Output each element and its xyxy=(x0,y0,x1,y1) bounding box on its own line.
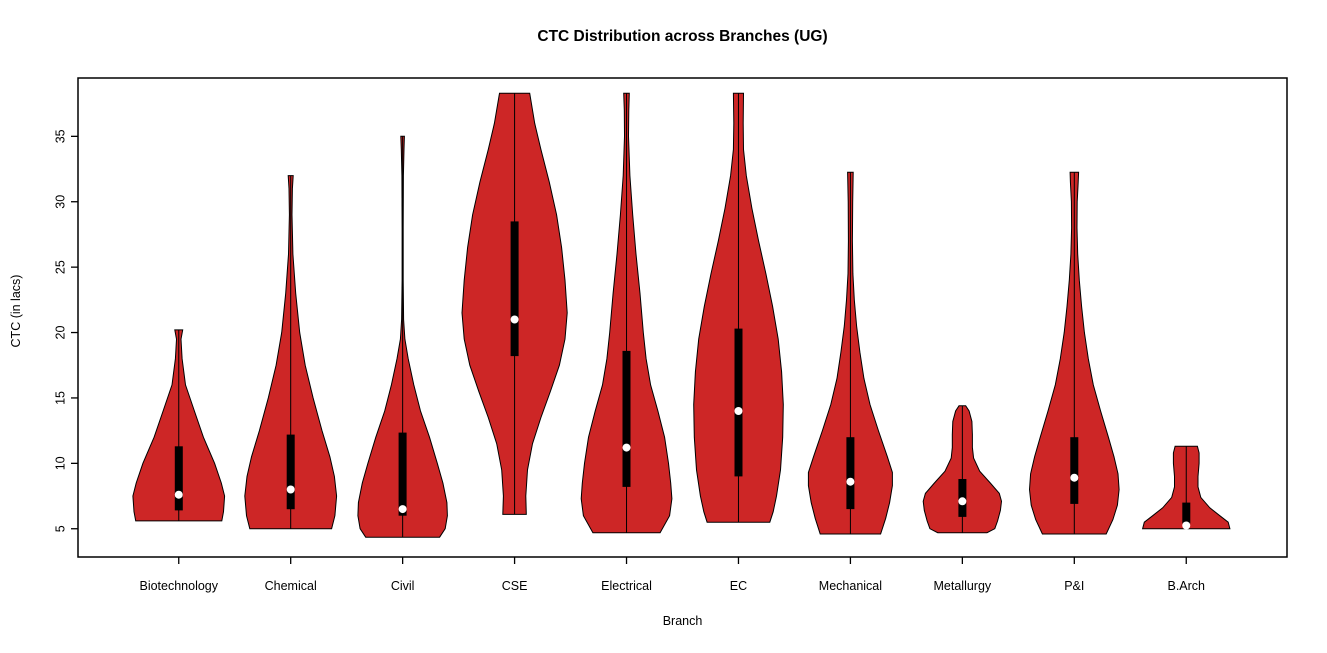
median-dot xyxy=(846,477,855,486)
median-dot xyxy=(286,485,295,494)
violin-civil xyxy=(357,135,448,538)
iqr-box xyxy=(174,446,183,511)
violin-ec xyxy=(693,92,784,523)
y-tick-label: 15 xyxy=(54,391,68,405)
x-axis-label: Branch xyxy=(662,614,703,628)
y-tick-label: 30 xyxy=(54,195,68,209)
x-tick-label-biotechnology: Biotechnology xyxy=(139,579,218,593)
iqr-box xyxy=(1182,502,1191,524)
violin-chemical xyxy=(244,175,338,530)
iqr-box xyxy=(286,434,295,510)
chart-title: CTC Distribution across Branches (UG) xyxy=(537,28,828,45)
iqr-box xyxy=(510,221,519,357)
x-tick-label-p-i: P&I xyxy=(1064,579,1084,593)
plot-box xyxy=(77,77,1288,558)
median-dot xyxy=(398,505,407,514)
y-axis-label: CTC (in lacs) xyxy=(9,274,23,348)
x-tick-label-metallurgy: Metallurgy xyxy=(934,579,992,593)
x-tick-label-electrical: Electrical xyxy=(601,579,652,593)
iqr-box xyxy=(398,432,407,516)
x-tick-label-cse: CSE xyxy=(502,579,528,593)
median-dot xyxy=(622,443,631,452)
x-tick-label-mechanical: Mechanical xyxy=(819,579,882,593)
median-dot xyxy=(510,315,519,324)
violin-biotechnology xyxy=(132,329,226,522)
violin-metallurgy xyxy=(922,405,1003,534)
violin-b-arch xyxy=(1141,445,1231,530)
median-dot xyxy=(734,407,743,415)
median-dot xyxy=(958,497,967,506)
violin-p-i xyxy=(1028,171,1120,535)
x-tick-label-chemical: Chemical xyxy=(265,579,317,593)
iqr-box xyxy=(734,328,743,477)
median-dot xyxy=(174,490,183,499)
y-tick-label: 5 xyxy=(54,525,68,532)
x-tick-label-civil: Civil xyxy=(391,579,415,593)
median-dot xyxy=(1182,521,1191,530)
x-tick-label-ec: EC xyxy=(730,579,747,593)
iqr-box xyxy=(622,350,631,487)
iqr-box xyxy=(1070,437,1079,504)
y-tick-label: 20 xyxy=(54,326,68,340)
x-tick-label-b-arch: B.Arch xyxy=(1167,579,1205,593)
y-tick-label: 35 xyxy=(54,129,68,143)
iqr-box xyxy=(846,437,855,510)
violin-mechanical xyxy=(807,171,893,535)
y-tick-label: 10 xyxy=(54,456,68,470)
violin-cse xyxy=(461,92,568,515)
y-tick-label: 25 xyxy=(54,260,68,274)
median-dot xyxy=(1070,473,1079,482)
violin-electrical xyxy=(580,92,673,534)
